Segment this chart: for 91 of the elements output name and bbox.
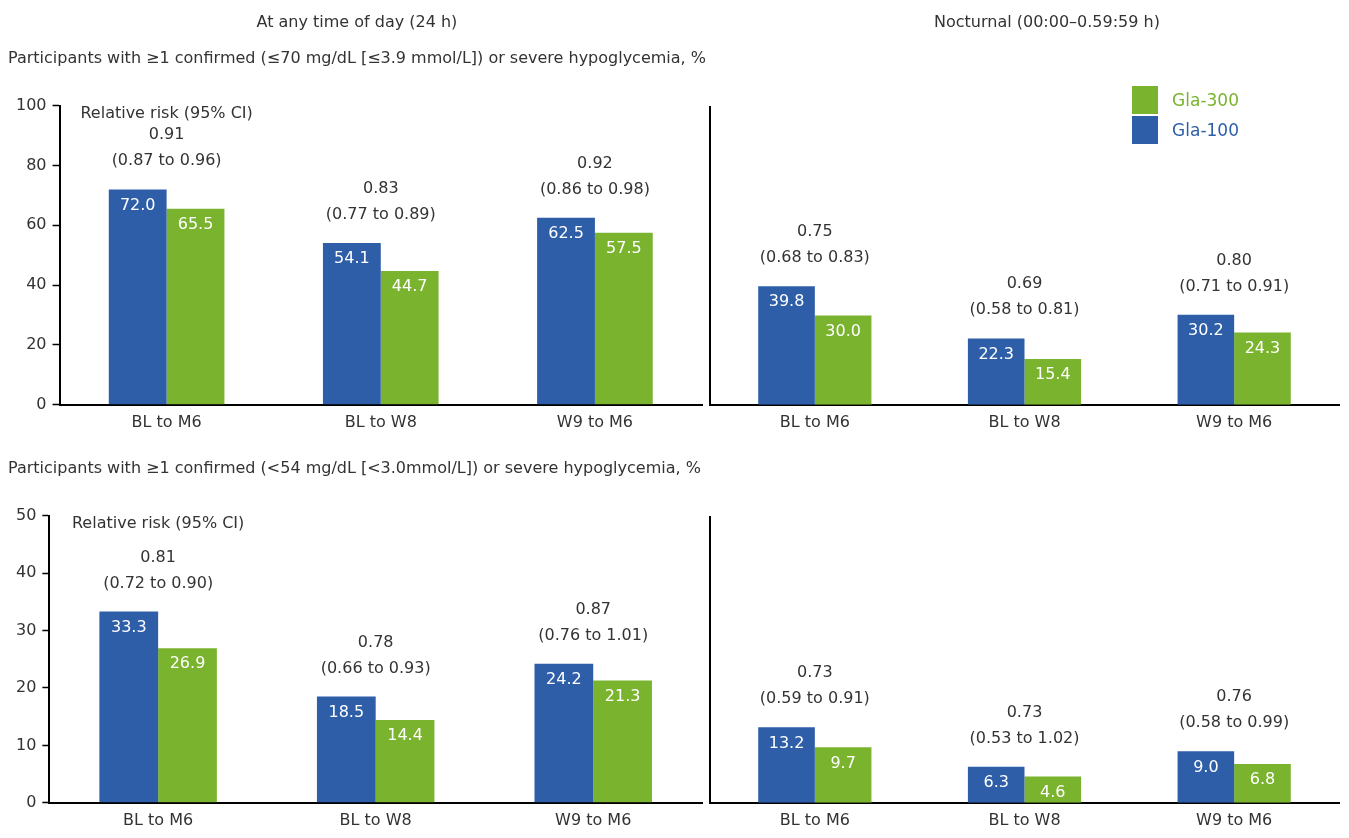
y-tick-label: 40 [26, 274, 47, 294]
x-tick-label: BL to M6 [779, 411, 850, 431]
chart-subtitle: Participants with ≥1 confirmed (<54 mg/dL [<3.0mmol/L]) or severe hypoglycemia, % [8, 458, 701, 477]
data-label: 13.2 [768, 732, 805, 752]
data-label: 6.8 [1249, 769, 1276, 789]
bar [375, 720, 435, 803]
annotation: 0.80 (0.71 to 0.91) [1179, 249, 1290, 295]
data-label: 30.2 [1188, 320, 1224, 340]
data-label: 14.4 [387, 725, 423, 745]
y-tick-label: 0 [26, 791, 37, 811]
annotation: 0.92 (0.86 to 0.98) [539, 152, 650, 198]
x-tick-label: BL to M6 [131, 411, 202, 431]
data-label: 44.7 [391, 276, 428, 296]
y-tick-label: 80 [26, 154, 47, 174]
data-label: 33.3 [110, 616, 147, 636]
bar [322, 242, 381, 405]
bar [967, 766, 1025, 803]
annotation: 0.78 (0.66 to 0.93) [320, 631, 431, 677]
x-tick-label: W9 to M6 [555, 809, 632, 829]
data-label: 9.7 [830, 752, 856, 772]
data-label: 24.3 [1244, 337, 1281, 357]
x-tick-label: BL to W8 [988, 809, 1061, 829]
bar [537, 217, 595, 405]
bar [316, 696, 376, 803]
annotation: 0.81 (0.72 to 0.90) [103, 546, 214, 592]
data-label: 6.3 [983, 771, 1009, 791]
y-tick-label: 40 [16, 562, 37, 582]
bar [594, 232, 653, 405]
annotation: 0.83 (0.77 to 0.89) [325, 177, 436, 223]
data-label: 9.0 [1193, 756, 1219, 776]
data-label: 62.5 [548, 222, 584, 242]
annotation: 0.75 (0.68 to 0.83) [759, 221, 870, 267]
bar [593, 680, 652, 803]
legend-label: Gla-100 [1172, 120, 1239, 140]
y-tick-label: 60 [26, 214, 47, 234]
bar [758, 727, 815, 803]
x-tick-label: BL to W8 [344, 411, 417, 431]
x-tick-label: W9 to M6 [556, 411, 634, 431]
bar [99, 611, 159, 803]
bar [814, 315, 872, 405]
bar [166, 208, 225, 405]
bar [1024, 358, 1082, 405]
y-tick-label: 0 [36, 393, 47, 413]
y-tick-label: 20 [16, 677, 37, 697]
annotation: Relative risk (95% CI) [71, 512, 245, 532]
y-tick-label: 10 [16, 734, 37, 754]
data-label: 26.9 [169, 653, 206, 673]
data-label: 21.3 [604, 685, 641, 705]
annotation: 0.87 (0.76 to 1.01) [538, 598, 649, 644]
y-tick-label: 100 [15, 94, 47, 114]
y-tick-label: 20 [26, 334, 47, 354]
legend-label: Gla-300 [1172, 90, 1239, 110]
annotation: 0.73 (0.53 to 1.02) [969, 701, 1080, 747]
bar [158, 648, 217, 803]
chart-subtitle: Participants with ≥1 confirmed (≤70 mg/dL [≤3.9 mmol/L]) or severe hypoglycemia, % [8, 48, 706, 67]
data-label: 65.5 [177, 213, 214, 233]
x-tick-label: W9 to M6 [1196, 411, 1273, 431]
data-label: 30.0 [825, 320, 861, 340]
y-tick-label: 50 [16, 504, 37, 524]
data-label: 4.6 [1040, 781, 1066, 801]
annotation: 0.91 (0.87 to 0.96) [111, 124, 222, 170]
annotation: 0.69 (0.58 to 0.81) [969, 273, 1080, 319]
y-tick-label: 30 [16, 619, 37, 639]
x-tick-label: BL to W8 [339, 809, 412, 829]
x-tick-label: BL to M6 [779, 809, 850, 829]
annotation: 0.73 (0.59 to 0.91) [759, 662, 870, 708]
data-label: 39.8 [768, 291, 805, 311]
bar [1234, 763, 1291, 803]
annotation: Relative risk (95% CI) [80, 102, 253, 122]
bar [1177, 314, 1235, 405]
bar [380, 271, 439, 405]
bar [967, 338, 1025, 405]
bar [814, 747, 872, 803]
bar [1234, 332, 1291, 405]
bar [758, 286, 815, 405]
chart-title: Nocturnal (00:00–0.59:59 h) [934, 12, 1160, 31]
bar [108, 189, 167, 405]
x-tick-label: W9 to M6 [1196, 809, 1273, 829]
data-label: 15.4 [1034, 364, 1071, 384]
x-tick-label: BL to W8 [988, 411, 1061, 431]
bar [534, 663, 594, 803]
data-label: 18.5 [328, 701, 365, 721]
data-label: 57.5 [606, 237, 642, 257]
data-label: 54.1 [334, 248, 370, 268]
data-label: 24.2 [546, 668, 582, 688]
data-label: 72.0 [119, 194, 156, 214]
data-label: 22.3 [978, 343, 1015, 363]
annotation: 0.76 (0.58 to 0.99) [1179, 686, 1290, 732]
bar [1177, 751, 1235, 803]
x-tick-label: BL to M6 [123, 809, 194, 829]
chart-title: At any time of day (24 h) [256, 12, 458, 31]
